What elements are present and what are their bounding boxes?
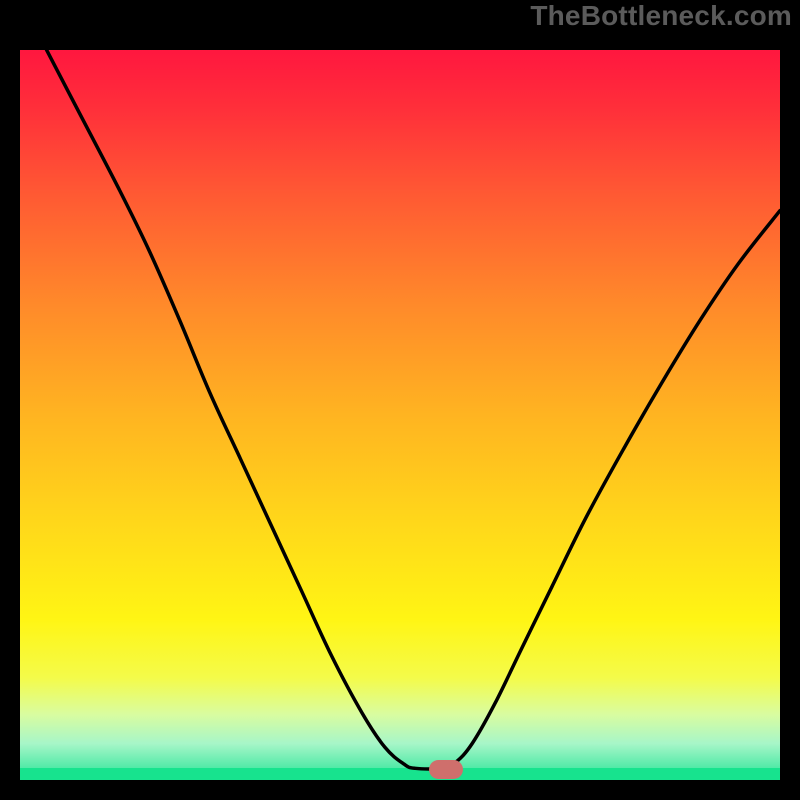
plot-area	[20, 50, 780, 780]
bottleneck-curve	[20, 50, 780, 780]
curve-path	[47, 50, 780, 769]
bottleneck-marker	[429, 760, 463, 779]
watermark-text: TheBottleneck.com	[530, 0, 792, 32]
chart-stage: TheBottleneck.com	[0, 0, 800, 800]
